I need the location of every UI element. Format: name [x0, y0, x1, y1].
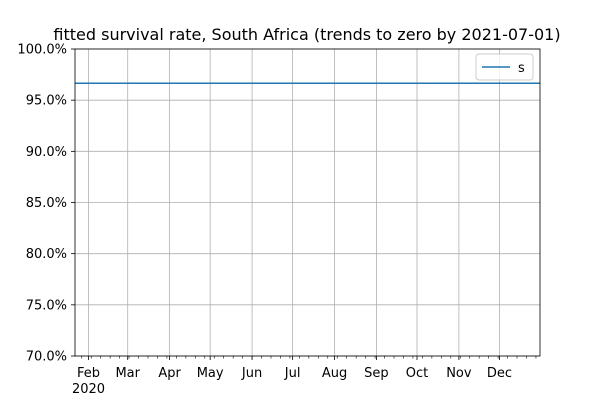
x-tick-label: Jun	[241, 366, 262, 381]
x-tick-label: Feb	[77, 366, 100, 381]
y-tick-label: 75.0%	[26, 298, 67, 313]
x-tick-label: Apr	[158, 366, 181, 381]
y-tick-label: 90.0%	[26, 145, 67, 160]
x-tick-sublabel: 2020	[72, 382, 105, 397]
chart-title: fitted survival rate, South Africa (tren…	[53, 25, 560, 44]
x-tick-label: Mar	[115, 366, 140, 381]
x-tick-label: May	[197, 366, 224, 381]
x-tick-label: Nov	[446, 366, 472, 381]
y-tick-label: 100.0%	[17, 43, 67, 58]
x-tick-label: Jul	[284, 366, 301, 381]
x-tick-label: Sep	[364, 366, 389, 381]
y-tick-label: 85.0%	[26, 196, 67, 211]
y-tick-label: 95.0%	[26, 94, 67, 109]
y-tick-label: 80.0%	[26, 247, 67, 262]
legend-label-s: s	[518, 61, 525, 76]
axes: 70.0% 75.0% 80.0% 85.0% 90.0% 95.0% 100.0% Feb2…	[17, 43, 541, 397]
grid	[75, 48, 540, 357]
y-tick-label: 70.0%	[26, 350, 67, 365]
plot-frame	[74, 48, 541, 357]
x-tick-label: Oct	[406, 366, 428, 381]
legend: s	[475, 53, 534, 81]
x-tick-label: Dec	[487, 366, 512, 381]
x-tick-label: Aug	[322, 366, 347, 381]
